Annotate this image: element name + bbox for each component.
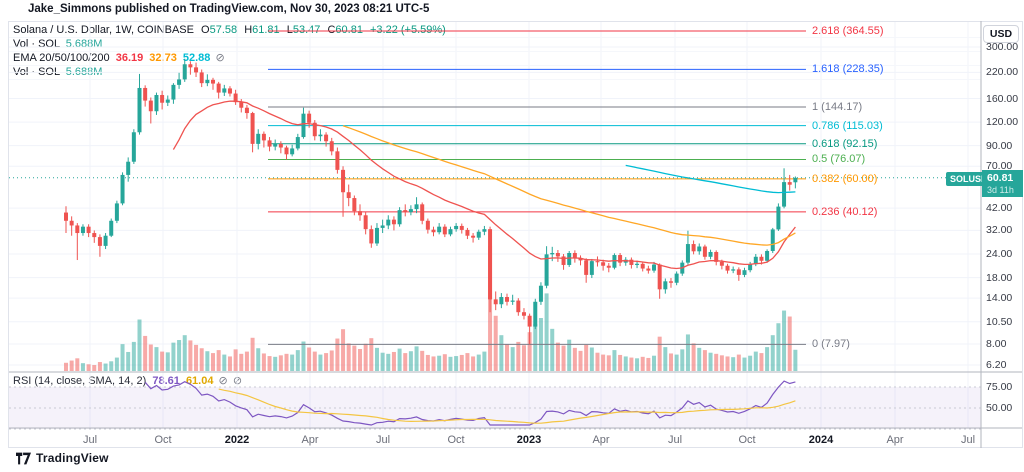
price-tick-220.00: 220.00 (986, 66, 1019, 79)
volume2-legend-row[interactable]: Vol · SOL 5.688M (13, 65, 446, 79)
price-tick-120.00: 120.00 (986, 116, 1019, 129)
ohlc-open-label: O (201, 24, 210, 36)
price-tick-90.00: 90.00 (986, 139, 1013, 152)
fib-label-1.618: 1.618 (228.35) (812, 63, 884, 76)
time-tick-Apr: Apr (592, 434, 610, 446)
price-tick-6.20: 6.20 (986, 358, 1007, 371)
ema-label: EMA 20/50/100/200 (13, 52, 110, 64)
price-tick-32.00: 32.00 (986, 224, 1013, 237)
tradingview-logo-text: TradingView (36, 451, 109, 465)
time-tick-Jul: Jul (667, 434, 683, 446)
fib-label-2.618: 2.618 (364.55) (812, 25, 884, 38)
rsi-title: RSI (14, close, SMA, 14, 2) (13, 375, 147, 387)
last-price-value: 60.81 (987, 172, 1014, 184)
last-price-axis-label: 60.81 3d 11h (982, 170, 1023, 197)
ohlc-open-value: 57.58 (209, 24, 238, 36)
time-tick-Oct: Oct (447, 434, 465, 446)
fib-label-0.382: 0.382 (60.00) (812, 172, 878, 185)
bar-countdown: 3d 11h (987, 185, 1014, 195)
time-tick-Apr: Apr (301, 434, 319, 446)
time-tick-2023: 2023 (516, 434, 542, 446)
rsi-tick-75.00: 75.00 (986, 381, 1013, 393)
volume-value: 5.688M (65, 38, 103, 50)
volume2-value: 5.688M (65, 66, 103, 78)
publish-info: Jake_Simmons published on TradingView.co… (28, 3, 430, 15)
price-tick-14.00: 14.00 (986, 292, 1013, 305)
time-tick-Apr: Apr (886, 434, 904, 446)
time-tick-2024: 2024 (808, 434, 834, 446)
rsi-value: 78.61 (152, 375, 180, 387)
volume-label: Vol · SOL (13, 38, 60, 50)
price-tick-42.00: 42.00 (986, 202, 1013, 215)
fib-label-0.786: 0.786 (115.03) (812, 119, 883, 132)
symbol-legend-row[interactable]: Solana / U.S. Dollar, 1W, COINBASE O57.5… (13, 23, 446, 37)
currency-toggle-button[interactable]: USD (983, 25, 1019, 43)
ohlc-close-value: 60.81 (335, 24, 363, 36)
fib-label-1: 1 (144.17) (812, 101, 863, 114)
ohlc-high-label: H (244, 24, 253, 36)
fib-label-0.5: 0.5 (76.07) (812, 153, 866, 166)
time-tick-Jul: Jul (82, 434, 98, 446)
ohlc-close-label: C (327, 24, 336, 36)
symbol-title: Solana / U.S. Dollar, 1W, COINBASE (13, 24, 194, 36)
ohlc-low-value: 53.47 (292, 24, 321, 36)
volume2-label: Vol · SOL (13, 66, 60, 78)
price-tick-24.00: 24.00 (986, 248, 1013, 260)
ohlc-high-value: 61.81 (252, 24, 280, 36)
time-tick-Jul: Jul (960, 434, 976, 446)
ema20-value: 36.19 (115, 52, 144, 64)
price-tick-18.00: 18.00 (986, 271, 1013, 284)
ema-legend-row[interactable]: EMA 20/50/100/200 36.19 32.73 52.88 ⊘ (13, 51, 446, 65)
time-tick-Oct: Oct (738, 434, 756, 446)
ohlc-low-label: L (286, 24, 293, 36)
rsi-tick-50.00: 50.00 (986, 402, 1013, 414)
price-tick-160.00: 160.00 (986, 92, 1019, 105)
change-value: +3.22 (+5.59%) (370, 24, 446, 36)
fib-label-0.618: 0.618 (92.15) (812, 137, 878, 150)
ema100-value: 52.88 (182, 52, 211, 64)
price-tick-70.00: 70.00 (986, 160, 1013, 173)
volume-legend-row[interactable]: Vol · SOL 5.688M (13, 37, 446, 51)
fib-label-0: 0 (7.97) (812, 338, 850, 351)
price-tick-10.50: 10.50 (986, 315, 1013, 328)
tradingview-branding[interactable]: TradingView (16, 451, 109, 465)
symbol-price-flag: SOLUSD (946, 172, 992, 186)
chart-legend: Solana / U.S. Dollar, 1W, COINBASE O57.5… (13, 23, 446, 79)
rsi-band2-hidden-icon[interactable]: ⊘ (232, 375, 243, 387)
rsi-band-hidden-icon[interactable]: ⊘ (218, 375, 228, 387)
ema200-hidden-icon[interactable]: ⊘ (215, 52, 225, 64)
fib-label-0.236: 0.236 (40.12) (812, 205, 878, 218)
time-tick-Jul: Jul (375, 434, 391, 446)
ema50-value: 32.73 (149, 52, 177, 64)
time-tick-2022: 2022 (224, 434, 250, 446)
time-tick-Oct: Oct (154, 434, 172, 446)
rsi-sma-value: 61.04 (185, 375, 214, 387)
price-tick-8.00: 8.00 (986, 338, 1007, 351)
price-tick-300.00: 300.00 (986, 41, 1019, 53)
rsi-legend-row[interactable]: RSI (14, close, SMA, 14, 2) 78.61 61.04 … (13, 374, 242, 387)
tradingview-logo-icon (16, 452, 31, 464)
